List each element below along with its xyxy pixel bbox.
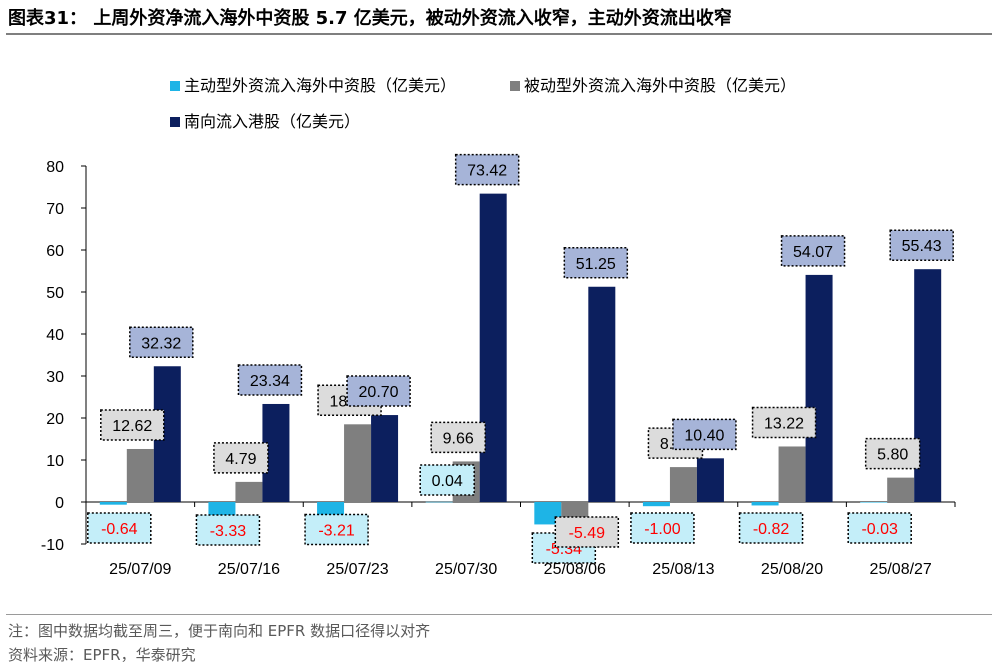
data-label-series3-25/07/09-box [129, 326, 194, 359]
data-label-series1-25/07/23: -3.21 [318, 522, 355, 539]
bar-series2-25/08/27 [887, 477, 915, 502]
data-label-series1-25/08/27: -0.03 [861, 521, 898, 538]
bar-series2-25/07/09 [126, 448, 154, 502]
data-label-series3-25/08/20: 54.07 [793, 244, 833, 261]
bar-series1-25/07/30 [425, 501, 453, 503]
data-label-series3-25/08/13-box [672, 418, 737, 451]
title-divider [6, 33, 992, 35]
bar-series1-25/07/16 [208, 502, 236, 516]
bar-series1-25/07/23 [317, 502, 345, 516]
y-tick-label: 30 [46, 369, 64, 386]
data-label-series1-25/07/23-box [304, 513, 369, 546]
data-label-series3-25/07/16-box [237, 364, 303, 396]
x-tick-label: 25/08/20 [761, 561, 823, 578]
data-label-series1-25/07/16: -3.33 [210, 523, 247, 540]
footer-divider [6, 614, 992, 615]
data-label-series3-25/07/09: 32.32 [141, 335, 181, 352]
data-label-series3-25/07/30-box [454, 153, 520, 186]
data-label-series1-25/08/20-box [738, 512, 804, 544]
y-tick-label: 70 [46, 201, 64, 218]
data-label-series2-25/07/16: 4.79 [225, 451, 256, 468]
data-label-series3-25/07/23: 20.70 [359, 384, 399, 401]
legend-label-1: 主动型外资流入海外中资股（亿美元） [184, 76, 456, 95]
data-label-series1-25/07/30-box [419, 464, 475, 496]
data-label-series3-25/07/16: 23.34 [250, 373, 290, 390]
y-tick-label: -10 [41, 537, 64, 554]
bar-series1-25/08/20 [751, 502, 779, 506]
data-label-series1-25/08/20: -0.82 [753, 521, 790, 538]
data-label-series3-25/07/23-box [346, 375, 411, 407]
source-note: 资料来源：EPFR，华泰研究 [8, 646, 196, 664]
data-label-series2-25/07/30-box [430, 421, 486, 454]
legend-label-3: 南向流入港股（亿美元） [184, 112, 360, 131]
footnote: 注：图中数据均截至周三，便于南向和 EPFR 数据口径得以对齐 [8, 622, 431, 640]
data-label-series3-25/08/13: 10.40 [684, 427, 724, 444]
data-label-series2-25/08/27-box [864, 437, 921, 470]
x-tick-label: 25/08/06 [544, 561, 606, 578]
bar-series3-25/07/30 [479, 193, 507, 503]
bar-series1-25/07/09 [99, 502, 127, 505]
data-label-series3-25/08/06-box [563, 247, 629, 279]
bar-series2-25/07/16 [235, 481, 263, 502]
bar-series2-25/08/20 [778, 446, 806, 502]
x-tick-label: 25/07/30 [435, 561, 497, 578]
data-label-series1-25/08/13: -1.00 [644, 521, 681, 538]
bar-series3-25/08/20 [805, 274, 833, 502]
y-tick-label: 60 [46, 243, 64, 260]
data-label-series2-25/08/20-box [751, 406, 817, 439]
data-label-series3-25/07/30: 73.42 [467, 163, 507, 180]
legend-swatch-3 [170, 117, 180, 127]
bar-series3-25/08/13 [696, 458, 724, 502]
bar-series1-25/08/27 [860, 502, 888, 503]
data-label-series2-25/08/06: -5.49 [569, 525, 606, 542]
x-tick-label: 25/07/16 [218, 561, 280, 578]
y-tick-label: 0 [55, 495, 64, 512]
data-label-series2-25/08/20: 13.22 [764, 415, 804, 432]
data-label-series3-25/08/20-box [780, 235, 846, 267]
data-label-series3-25/08/27: 55.43 [902, 238, 942, 255]
legend-swatch-2 [510, 81, 520, 91]
x-tick-label: 25/08/27 [870, 561, 932, 578]
y-tick-label: 10 [46, 453, 64, 470]
data-label-series2-25/07/09-box [100, 409, 165, 441]
data-label-series1-25/07/30: 0.04 [432, 473, 463, 490]
bar-chart: 主动型外资流入海外中资股（亿美元） 被动型外资流入海外中资股（亿美元） 南向流入港股… [41, 76, 956, 578]
x-tick-label: 25/07/23 [326, 561, 388, 578]
bar-series2-25/07/23 [344, 424, 372, 502]
data-label-series2-25/07/30: 9.66 [443, 430, 474, 447]
data-label-series3-25/08/06: 51.25 [576, 256, 616, 273]
data-label-series1-25/07/09: -0.64 [101, 521, 138, 538]
bar-series2-25/08/13 [669, 467, 697, 502]
bar-series1-25/08/13 [642, 502, 670, 507]
data-label-series1-25/07/16-box [195, 514, 261, 546]
chart-title: 图表31： 上周外资净流入海外中资股 5.7 亿美元，被动外资流入收窄，主动外资… [8, 8, 732, 29]
legend-label-2: 被动型外资流入海外中资股（亿美元） [524, 76, 796, 95]
y-tick-label: 50 [46, 285, 64, 302]
data-label-series2-25/08/06-box [554, 516, 620, 548]
data-label-series1-25/08/27-box [847, 512, 912, 544]
y-tick-label: 20 [46, 411, 64, 428]
data-label-series2-25/08/27: 5.80 [877, 447, 908, 464]
x-tick-label: 25/08/13 [652, 561, 714, 578]
y-tick-label: 40 [46, 327, 64, 344]
data-label-series1-25/08/13-box [630, 512, 695, 544]
bar-series3-25/08/06 [588, 286, 616, 502]
data-label-series1-25/07/09-box [87, 512, 152, 544]
legend-swatch-1 [170, 81, 180, 91]
y-tick-label: 80 [46, 159, 64, 176]
data-label-series2-25/07/09: 12.62 [112, 418, 152, 435]
x-tick-label: 25/07/09 [109, 561, 171, 578]
data-label-series2-25/07/16-box [213, 442, 269, 474]
bar-series3-25/07/23 [371, 415, 399, 502]
data-label-series3-25/08/27-box [889, 229, 954, 261]
